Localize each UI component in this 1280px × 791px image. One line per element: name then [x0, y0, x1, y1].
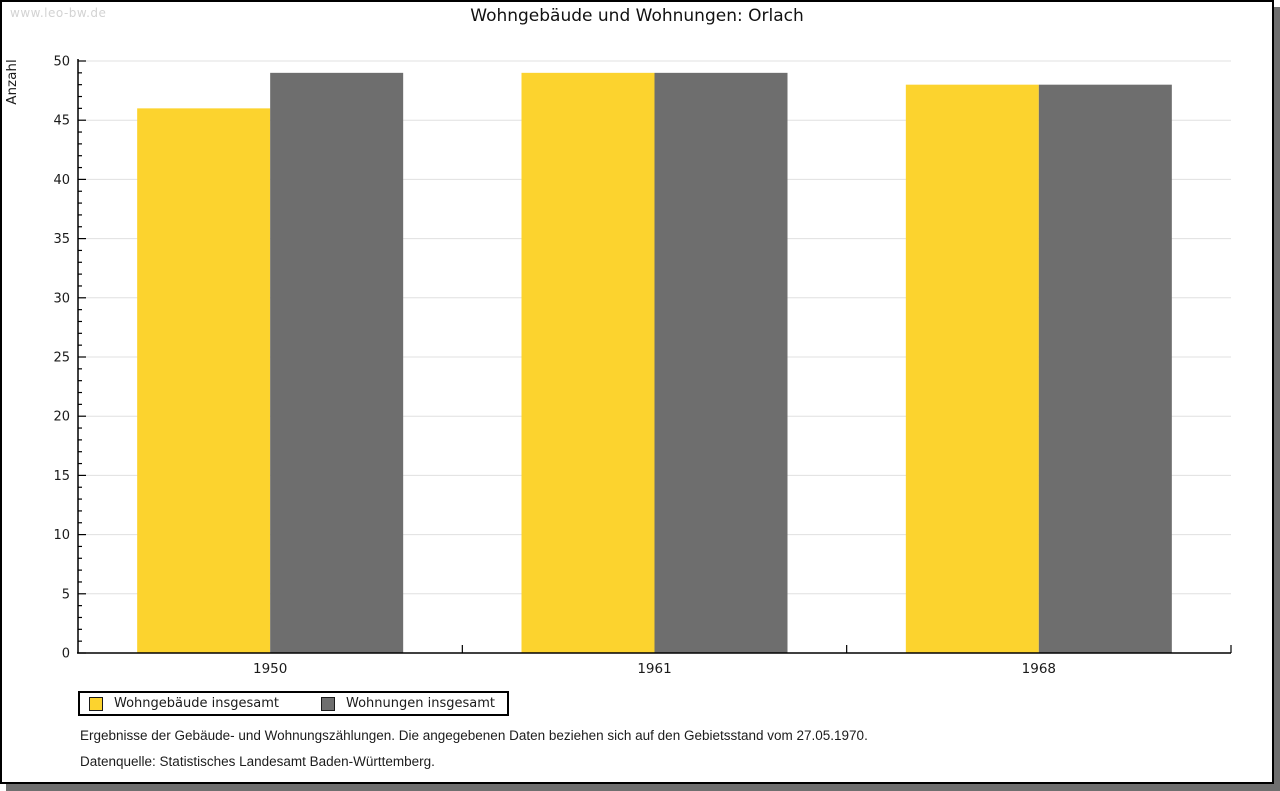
chart-title: Wohngebäude und Wohnungen: Orlach [470, 6, 804, 26]
y-tick-label: 35 [53, 232, 70, 247]
x-tick-label: 1950 [253, 661, 287, 677]
legend-item-wohnungen: Wohnungen insgesamt [321, 696, 495, 711]
legend-swatch-wohnungen-icon [321, 696, 335, 711]
bar-series-0-1968 [905, 84, 1039, 654]
bar-series-0-1950 [137, 108, 271, 654]
legend-label-wohnungen: Wohnungen insgesamt [346, 696, 495, 711]
y-tick-label: 15 [53, 469, 70, 484]
bar-series-1-1968 [1038, 84, 1172, 654]
legend-item-wohngebaeude: Wohngebäude insgesamt [89, 696, 279, 711]
y-tick-label: 5 [62, 587, 70, 602]
bar-series-0-1961 [521, 72, 655, 654]
y-tick-label: 0 [62, 647, 70, 662]
y-tick-label: 10 [53, 528, 70, 543]
y-tick-label: 20 [53, 410, 70, 425]
y-axis-title: Anzahl [4, 59, 20, 104]
y-tick-label: 45 [53, 114, 70, 129]
footer-note: Ergebnisse der Gebäude- und Wohnungszähl… [80, 728, 868, 743]
legend: Wohngebäude insgesamt Wohnungen insgesam… [78, 691, 509, 716]
legend-swatch-wohngebaeude-icon [89, 696, 103, 711]
y-tick-label: 50 [53, 55, 70, 70]
x-tick-label: 1968 [1022, 661, 1056, 677]
y-tick-label: 25 [53, 351, 70, 366]
legend-label-wohngebaeude: Wohngebäude insgesamt [114, 696, 279, 711]
bar-series-1-1961 [654, 72, 788, 654]
y-tick-label: 40 [53, 173, 70, 188]
bar-series-1-1950 [270, 72, 404, 654]
watermark: www.leo-bw.de [10, 6, 107, 20]
x-tick-label: 1961 [637, 661, 671, 677]
y-tick-label: 30 [53, 291, 70, 306]
footer-source: Datenquelle: Statistisches Landesamt Bad… [80, 754, 435, 769]
chart-canvas: 1950 1961 1968 0 5 10 15 20 25 30 35 40 45 50 Anzahl [4, 55, 1232, 677]
